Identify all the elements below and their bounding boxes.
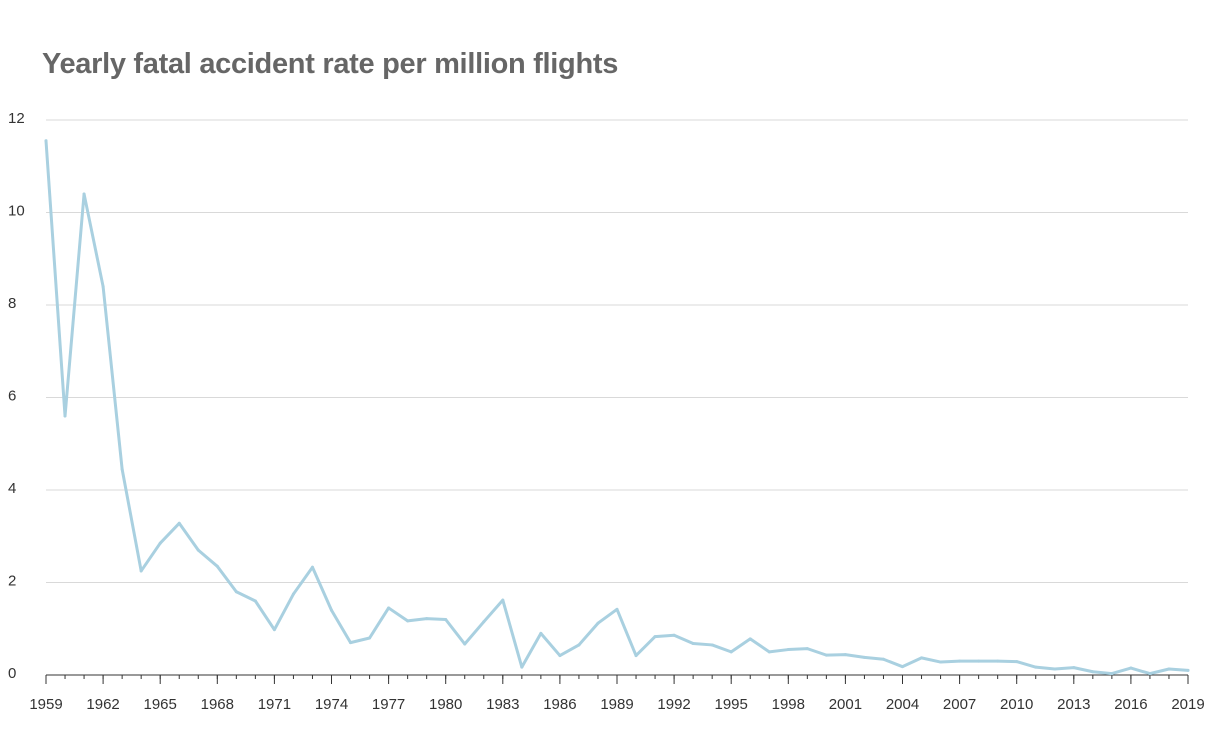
x-axis xyxy=(45,674,1189,684)
data-point-2008 xyxy=(977,659,981,663)
x-tick-label-1968: 1968 xyxy=(201,696,234,713)
data-point-1982 xyxy=(482,620,486,624)
y-tick-label-6: 6 xyxy=(8,388,16,405)
x-tick-label-2001: 2001 xyxy=(829,696,862,713)
data-point-1993 xyxy=(691,642,695,646)
data-point-1986 xyxy=(558,654,562,658)
data-point-2012 xyxy=(1053,667,1057,671)
data-point-2005 xyxy=(920,656,924,660)
data-point-2004 xyxy=(901,665,904,669)
x-tick-labels: 1959 1962 1965 1968 1971 1974 1977 1980 1983 1986… xyxy=(29,696,1204,713)
y-tick-label-10: 10 xyxy=(8,203,25,220)
data-point-1967 xyxy=(196,548,200,552)
data-point-1999 xyxy=(805,647,809,651)
data-point-1973 xyxy=(310,565,314,569)
data-point-1966 xyxy=(177,521,181,525)
y-tick-label-4: 4 xyxy=(8,480,16,497)
data-point-1978 xyxy=(406,619,410,623)
data-point-1959 xyxy=(44,139,48,143)
data-point-2006 xyxy=(939,660,943,664)
data-point-1988 xyxy=(596,621,600,625)
data-point-1964 xyxy=(139,569,143,573)
x-tick-label-1977: 1977 xyxy=(372,696,405,713)
x-tick-label-2013: 2013 xyxy=(1057,696,1090,713)
x-tick-label-2010: 2010 xyxy=(1000,696,1033,713)
x-tick-label-1983: 1983 xyxy=(486,696,519,713)
data-point-1962 xyxy=(101,285,105,288)
series-layer xyxy=(44,139,1190,676)
x-tick-label-2019: 2019 xyxy=(1171,696,1204,713)
data-point-2007 xyxy=(958,659,962,663)
data-point-1989 xyxy=(615,607,619,611)
data-point-1968 xyxy=(215,564,219,568)
data-point-1981 xyxy=(463,642,467,646)
data-point-1965 xyxy=(158,541,162,545)
x-tick-label-1995: 1995 xyxy=(715,696,748,713)
data-point-1996 xyxy=(748,637,752,641)
data-point-2011 xyxy=(1034,665,1038,669)
data-point-1960 xyxy=(63,414,67,418)
data-point-2017 xyxy=(1148,672,1152,676)
data-point-1995 xyxy=(729,650,733,654)
data-point-1983 xyxy=(501,598,505,602)
data-point-2000 xyxy=(824,653,828,657)
x-tick-label-1998: 1998 xyxy=(772,696,805,713)
data-point-1990 xyxy=(634,654,638,658)
x-tick-label-2004: 2004 xyxy=(886,696,919,713)
x-tick-label-2016: 2016 xyxy=(1114,696,1147,713)
data-point-2013 xyxy=(1072,666,1076,670)
chart-title: Yearly fatal accident rate per million f… xyxy=(42,48,619,80)
data-point-2010 xyxy=(1015,660,1019,664)
x-tick-label-1989: 1989 xyxy=(600,696,633,713)
data-point-1971 xyxy=(272,628,276,632)
y-tick-label-0: 0 xyxy=(8,665,16,682)
data-point-1987 xyxy=(577,643,581,647)
data-point-1976 xyxy=(368,636,372,640)
data-point-1991 xyxy=(653,635,657,639)
x-tick-label-1980: 1980 xyxy=(429,696,462,713)
data-point-1992 xyxy=(672,633,676,637)
data-point-1972 xyxy=(291,592,295,596)
gridlines xyxy=(46,119,1188,583)
data-point-2002 xyxy=(862,655,866,659)
x-tick-label-1965: 1965 xyxy=(144,696,177,713)
y-tick-label-8: 8 xyxy=(8,295,16,312)
data-point-1998 xyxy=(786,648,790,652)
data-point-1961 xyxy=(82,192,86,196)
x-tick-label-1974: 1974 xyxy=(315,696,348,713)
data-point-2003 xyxy=(881,657,885,661)
data-point-1994 xyxy=(710,643,714,647)
data-point-2019 xyxy=(1186,668,1190,672)
data-point-1963 xyxy=(120,467,124,471)
series-line-0 xyxy=(44,139,1190,676)
data-point-1997 xyxy=(767,650,771,654)
data-point-1980 xyxy=(444,618,448,621)
x-tick-label-1986: 1986 xyxy=(543,696,576,713)
x-tick-label-1971: 1971 xyxy=(258,696,291,713)
data-point-2009 xyxy=(996,659,1000,663)
x-tick-label-2007: 2007 xyxy=(943,696,976,713)
y-tick-label-2: 2 xyxy=(8,573,16,590)
data-point-2001 xyxy=(843,653,847,657)
x-tick-label-1959: 1959 xyxy=(29,696,62,713)
x-tick-label-1962: 1962 xyxy=(86,696,119,713)
x-tick-label-1992: 1992 xyxy=(657,696,690,713)
data-point-1979 xyxy=(425,617,429,621)
data-point-1969 xyxy=(234,590,238,594)
data-point-1985 xyxy=(539,631,543,635)
data-point-2014 xyxy=(1091,670,1095,674)
data-point-1977 xyxy=(387,606,391,610)
y-tick-labels: 0 2 4 6 8 10 12 xyxy=(8,110,25,682)
y-tick-label-12: 12 xyxy=(8,110,25,127)
data-point-1974 xyxy=(330,608,333,612)
data-point-2016 xyxy=(1129,666,1133,670)
data-point-1984 xyxy=(520,665,524,669)
data-point-2018 xyxy=(1167,667,1171,671)
data-point-1970 xyxy=(253,599,257,603)
data-point-2015 xyxy=(1110,672,1114,676)
data-point-1975 xyxy=(349,641,353,645)
